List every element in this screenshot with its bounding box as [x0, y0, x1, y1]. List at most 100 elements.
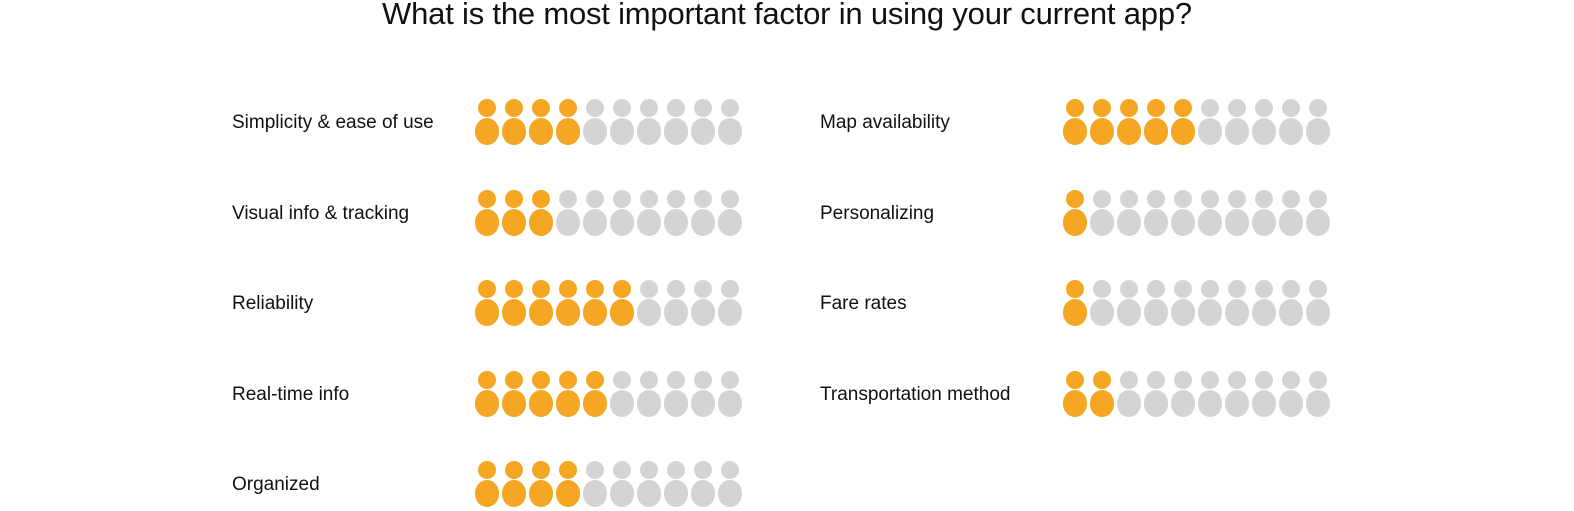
person-body [583, 118, 607, 145]
person-head [1120, 190, 1138, 208]
person-body [1225, 209, 1249, 236]
factor-label: Personalizing [820, 203, 935, 224]
person-icon-empty [610, 461, 634, 509]
person-body [1252, 299, 1276, 326]
person-head [1201, 99, 1219, 117]
person-icon-empty [637, 99, 661, 147]
person-head [1147, 371, 1165, 389]
person-body [1306, 209, 1330, 236]
person-icon-group [1063, 99, 1330, 147]
person-head [1174, 371, 1192, 389]
factor-row: Real-time info [232, 371, 762, 419]
person-icon-empty [1198, 190, 1222, 238]
person-head [640, 371, 658, 389]
person-head [1120, 99, 1138, 117]
person-head [640, 461, 658, 479]
person-icon-empty [691, 461, 715, 509]
person-icon-empty [1198, 371, 1222, 419]
person-icon-empty [610, 99, 634, 147]
person-body [1252, 118, 1276, 145]
person-head [694, 99, 712, 117]
person-body [1306, 118, 1330, 145]
person-icon-empty [1252, 371, 1276, 419]
person-head [694, 280, 712, 298]
person-body [1090, 390, 1114, 417]
person-head [1282, 280, 1300, 298]
person-icon-empty [664, 99, 688, 147]
person-head [1228, 280, 1246, 298]
person-icon-filled [529, 99, 553, 147]
person-body [691, 118, 715, 145]
person-body [1063, 118, 1087, 145]
person-head [1174, 280, 1192, 298]
person-icon-empty [1306, 190, 1330, 238]
person-body [1144, 118, 1168, 145]
factor-row: Fare rates [820, 280, 1350, 328]
factor-row: Organized [232, 461, 762, 509]
person-head [1255, 99, 1273, 117]
person-icon-filled [1063, 99, 1087, 147]
person-body [664, 390, 688, 417]
person-icon-filled [1144, 99, 1168, 147]
person-icon-filled [1063, 280, 1087, 328]
person-head [694, 461, 712, 479]
person-icon-empty [1198, 280, 1222, 328]
person-icon-empty [1225, 99, 1249, 147]
person-body [1144, 390, 1168, 417]
person-icon-empty [1279, 99, 1303, 147]
person-body [718, 299, 742, 326]
person-body [664, 209, 688, 236]
person-icon-empty [1252, 280, 1276, 328]
person-head [478, 280, 496, 298]
person-icon-filled [475, 99, 499, 147]
person-head [532, 280, 550, 298]
person-head [1282, 371, 1300, 389]
person-body [1198, 209, 1222, 236]
person-icon-empty [718, 99, 742, 147]
person-head [721, 190, 739, 208]
person-icon-filled [1090, 99, 1114, 147]
person-body [475, 209, 499, 236]
person-head [1201, 280, 1219, 298]
person-head [1255, 280, 1273, 298]
person-body [691, 390, 715, 417]
person-icon-empty [1117, 190, 1141, 238]
factor-label: Simplicity & ease of use [232, 112, 434, 133]
person-icon-empty [664, 461, 688, 509]
person-head [667, 280, 685, 298]
person-body [502, 299, 526, 326]
person-body [1198, 118, 1222, 145]
person-head [613, 280, 631, 298]
person-head [1066, 371, 1084, 389]
person-body [637, 480, 661, 507]
person-head [505, 190, 523, 208]
person-head [505, 99, 523, 117]
person-head [1228, 371, 1246, 389]
person-body [691, 299, 715, 326]
person-icon-filled [475, 280, 499, 328]
person-head [640, 280, 658, 298]
person-icon-empty [1252, 190, 1276, 238]
person-body [556, 209, 580, 236]
person-icon-filled [502, 371, 526, 419]
person-icon-filled [502, 190, 526, 238]
person-body [691, 209, 715, 236]
person-head [1174, 99, 1192, 117]
person-head [505, 371, 523, 389]
person-icon-empty [718, 190, 742, 238]
person-icon-empty [1306, 99, 1330, 147]
person-head [1228, 99, 1246, 117]
person-body [1090, 118, 1114, 145]
person-head [532, 461, 550, 479]
person-body [1279, 390, 1303, 417]
factor-label: Transportation method [820, 384, 1011, 405]
person-body [475, 390, 499, 417]
person-icon-group [475, 461, 742, 509]
factor-label: Visual info & tracking [232, 203, 410, 224]
person-icon-empty [637, 280, 661, 328]
person-body [529, 118, 553, 145]
person-body [502, 209, 526, 236]
person-body [1144, 209, 1168, 236]
person-head [721, 461, 739, 479]
person-body [664, 118, 688, 145]
